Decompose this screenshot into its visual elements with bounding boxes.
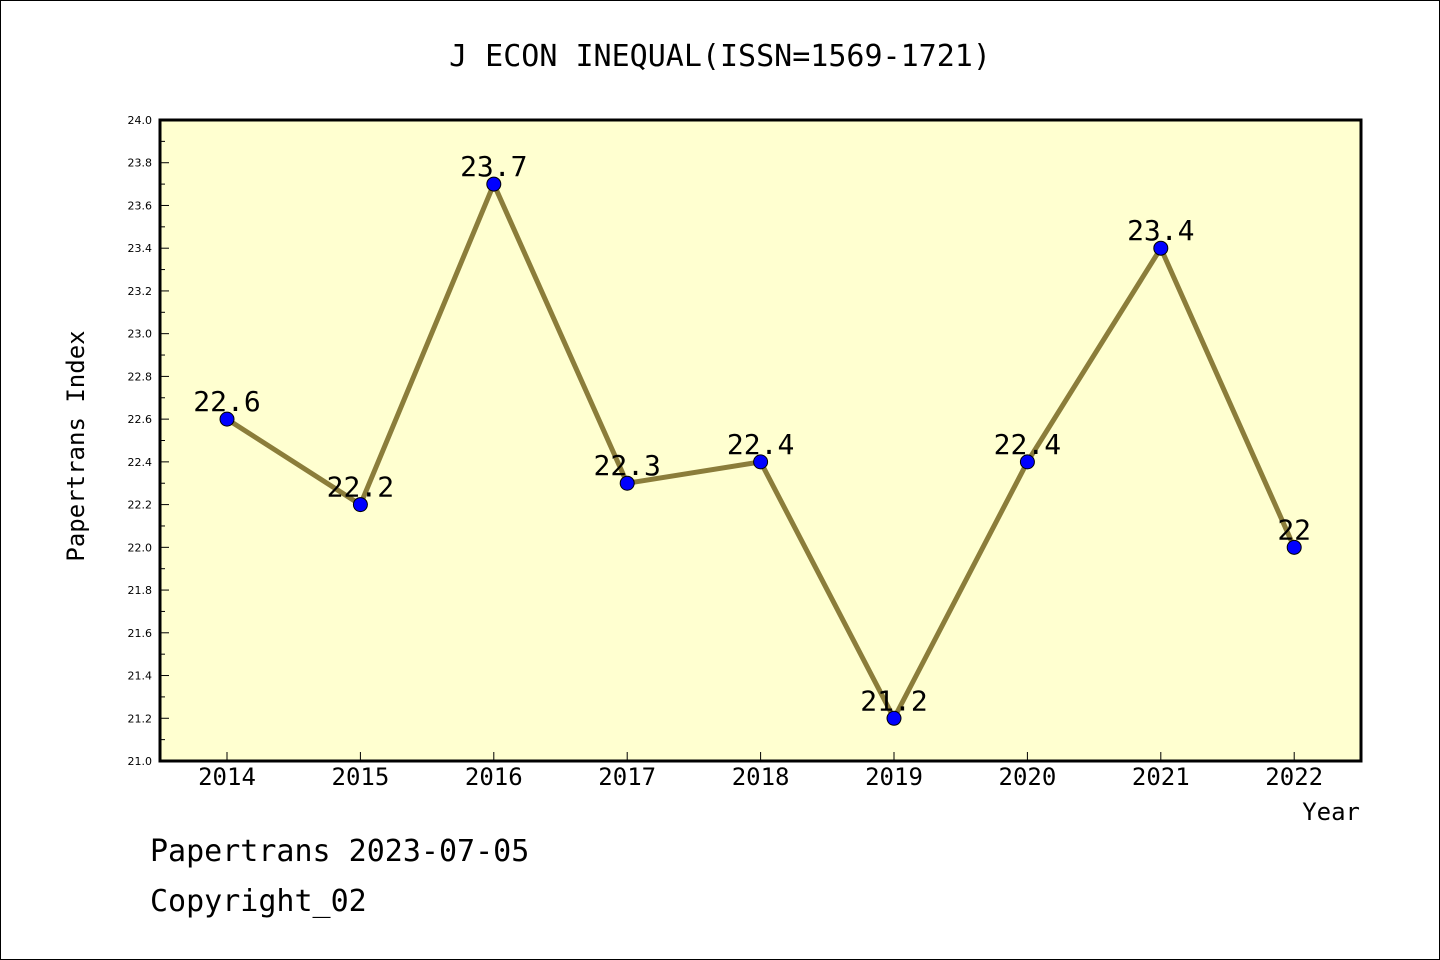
- y-tick-label-15: 24.0: [128, 114, 153, 127]
- x-tick-label-5: 2019: [865, 763, 923, 791]
- data-point-2021: [1153, 240, 1169, 256]
- data-point-2018: [753, 454, 769, 470]
- x-tick-label-0: 2014: [198, 763, 256, 791]
- y-tick-label-10: 23.0: [128, 328, 153, 341]
- data-label-2014: 22.6: [193, 385, 260, 418]
- y-tick-label-11: 23.2: [128, 285, 153, 298]
- data-label-2019: 21.2: [860, 684, 927, 717]
- y-tick-label-8: 22.6: [128, 413, 153, 426]
- y-tick-label-14: 23.8: [128, 157, 153, 170]
- x-tick-label-4: 2018: [732, 763, 790, 791]
- x-axis-label: Year: [1302, 798, 1360, 826]
- y-axis: 21.0 21.2 21.4 21.6 21.8 22.0 22.2 22.4 22.6 22.8…: [128, 114, 169, 768]
- x-axis: 2014 2015 2016 2017 2018 2019 2020 2021 2022: [198, 752, 1323, 791]
- y-tick-label-2: 21.4: [128, 670, 153, 683]
- data-label-2016: 23.7: [460, 150, 527, 183]
- y-tick-label-0: 21.0: [128, 755, 153, 768]
- y-tick-label-9: 22.8: [128, 370, 153, 383]
- data-label-2020: 22.4: [994, 428, 1061, 461]
- x-tick-label-3: 2017: [598, 763, 656, 791]
- data-point-2015: [352, 497, 368, 513]
- series-markers: [219, 176, 1302, 726]
- x-tick-label-8: 2022: [1265, 763, 1323, 791]
- data-labels: 22.6 22.2 23.7 22.3 22.4 21.2 22.4 23.4 22: [193, 150, 1311, 717]
- data-label-2022: 22: [1277, 513, 1311, 546]
- x-tick-label-2: 2016: [465, 763, 523, 791]
- y-tick-label-1: 21.2: [128, 712, 153, 725]
- y-tick-label-5: 22.0: [128, 541, 153, 554]
- y-tick-label-4: 21.8: [128, 584, 153, 597]
- y-tick-label-13: 23.6: [128, 199, 153, 212]
- x-tick-label-6: 2020: [999, 763, 1057, 791]
- chart-title: J ECON INEQUAL(ISSN=1569-1721): [449, 39, 991, 74]
- data-point-2019: [886, 710, 902, 726]
- footer-date: Papertrans 2023-07-05: [150, 834, 530, 869]
- x-tick-label-1: 2015: [332, 763, 390, 791]
- data-point-2022: [1286, 539, 1302, 555]
- y-tick-label-7: 22.4: [128, 456, 153, 469]
- data-point-2017: [619, 475, 635, 491]
- y-tick-label-6: 22.2: [128, 499, 153, 512]
- y-tick-label-12: 23.4: [128, 242, 153, 255]
- x-tick-label-7: 2021: [1132, 763, 1190, 791]
- data-label-2017: 22.3: [593, 449, 660, 482]
- data-label-2018: 22.4: [727, 428, 794, 461]
- y-axis-label: Papertrans Index: [62, 330, 90, 561]
- data-label-2021: 23.4: [1127, 214, 1194, 247]
- data-label-2015: 22.2: [327, 471, 394, 504]
- plot-border: [158, 118, 1363, 763]
- y-tick-label-3: 21.6: [128, 627, 153, 640]
- data-point-2016: [486, 176, 502, 192]
- footer-copyright: Copyright_02: [150, 884, 367, 919]
- data-point-2020: [1019, 454, 1035, 470]
- data-point-2014: [219, 411, 235, 427]
- plot-area: [160, 120, 1361, 761]
